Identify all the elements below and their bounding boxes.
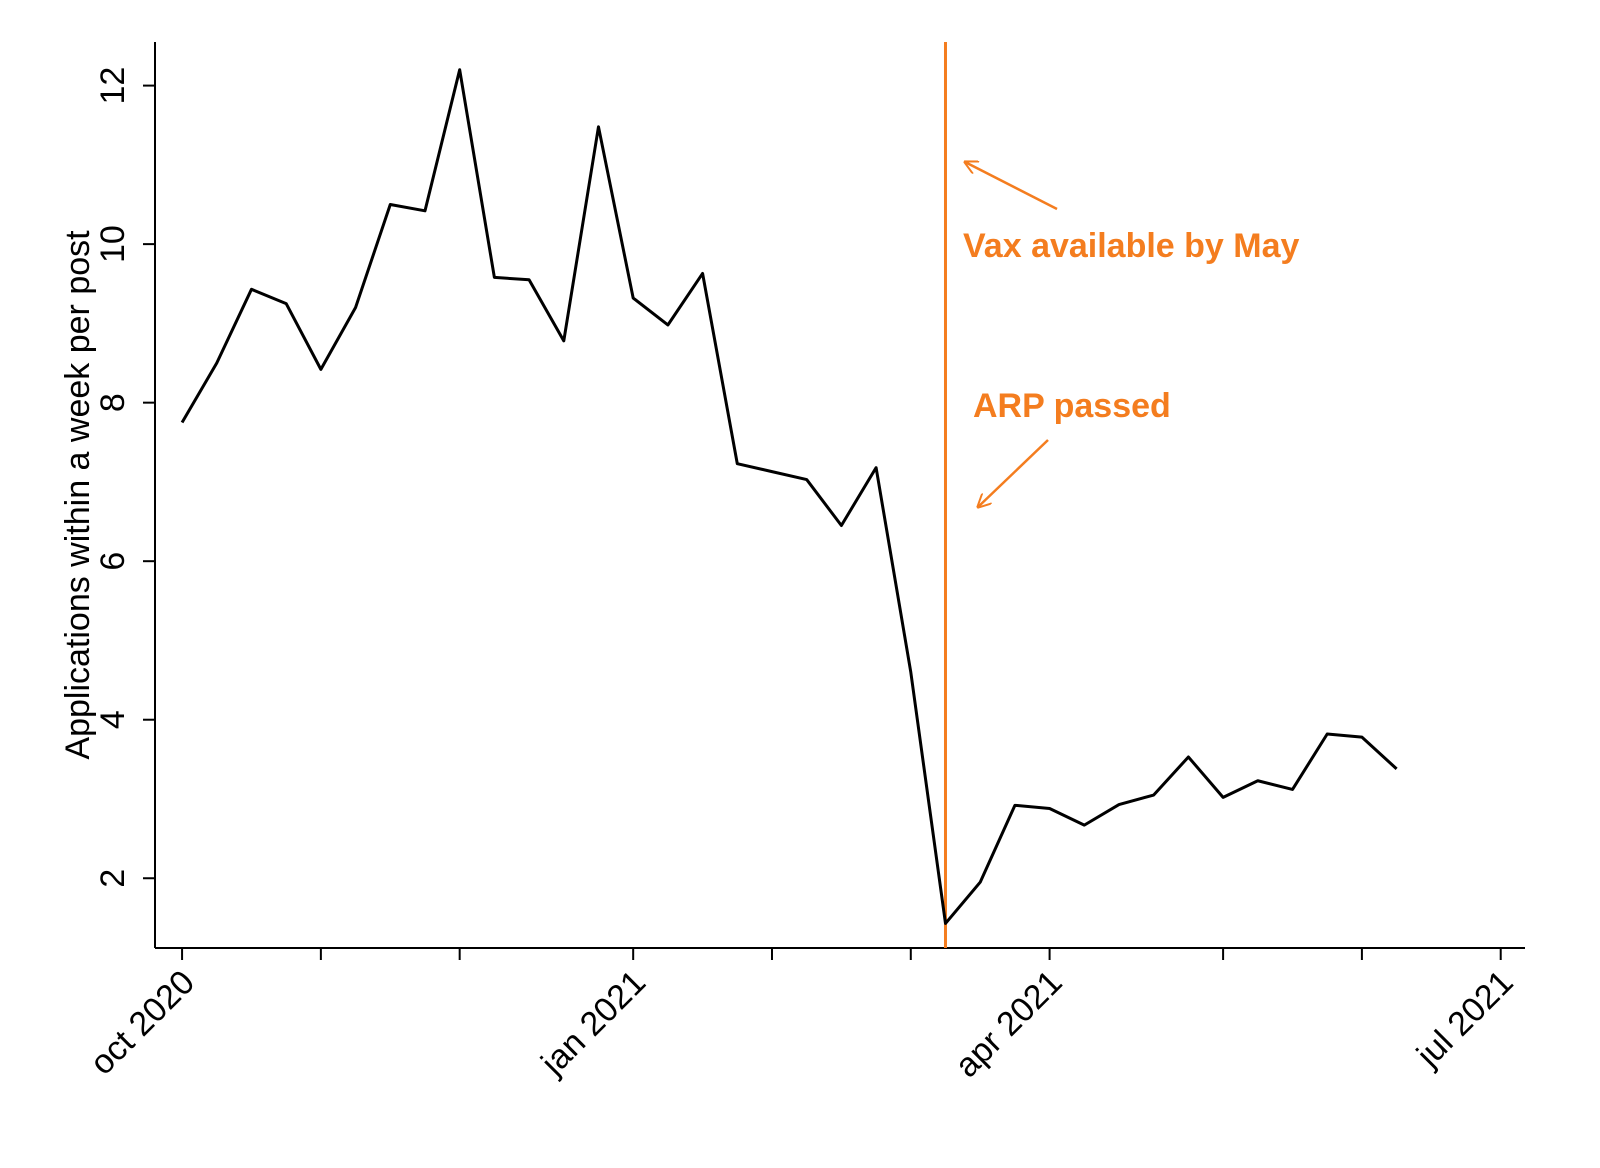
arrow — [965, 162, 1058, 211]
y-tick-label: 4 — [94, 710, 132, 729]
x-tick-label: apr 2021 — [948, 963, 1070, 1085]
y-axis-label: Applications within a week per post — [59, 230, 97, 760]
x-tick-label: oct 2020 — [83, 963, 202, 1082]
arrow — [978, 439, 1049, 507]
y-tick-label: 6 — [94, 552, 132, 571]
x-tick-label: jan 2021 — [533, 963, 653, 1083]
y-tick-label: 12 — [94, 67, 132, 105]
annotation: Vax available by May — [963, 227, 1300, 265]
y-tick-label: 8 — [94, 393, 132, 412]
line — [180, 68, 1398, 925]
annotation: ARP passed — [973, 387, 1171, 425]
y-tick-label: 10 — [94, 225, 132, 263]
y-tick-label: 2 — [94, 869, 132, 888]
x-tick-label: jul 2021 — [1409, 963, 1521, 1075]
